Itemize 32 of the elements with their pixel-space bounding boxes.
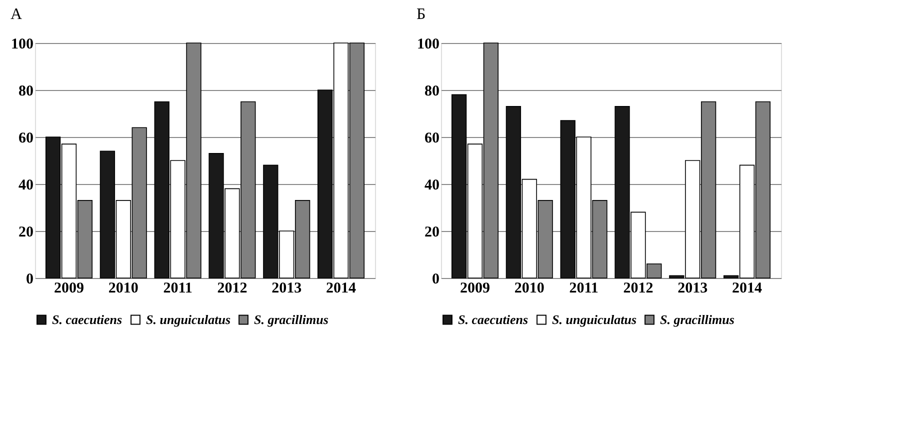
y-tick-label: 60 (18, 130, 34, 146)
y-tick-label: 100 (11, 36, 34, 52)
x-tick-label: 2012 (623, 280, 654, 296)
y-tick-label: 20 (18, 224, 34, 240)
chart-title: А (10, 6, 22, 23)
y-tick-label: 20 (424, 224, 440, 240)
y-tick-label: 60 (424, 130, 440, 146)
chart-title: Б (416, 6, 426, 23)
y-tick-label: 40 (424, 178, 440, 194)
legend-label: S. gracillimus (254, 312, 328, 327)
y-tick-label: 100 (417, 36, 440, 52)
x-tick-label: 2011 (569, 280, 598, 296)
x-tick-label: 2010 (514, 280, 544, 296)
legend-label: S. unguiculatus (552, 312, 637, 327)
y-tick-label: 80 (424, 84, 440, 100)
legend-label: S. gracillimus (660, 312, 734, 327)
x-tick-label: 2013 (272, 280, 302, 296)
legend-label: S. caecutiens (52, 312, 122, 327)
x-tick-label: 2010 (108, 280, 138, 296)
x-tick-label: 2014 (326, 280, 356, 296)
y-tick-label: 40 (18, 178, 34, 194)
x-tick-label: 2011 (163, 280, 192, 296)
y-tick-label: 0 (26, 272, 34, 288)
x-tick-label: 2009 (54, 280, 84, 296)
y-tick-label: 0 (432, 272, 440, 288)
y-tick-label: 80 (18, 84, 34, 100)
x-tick-label: 2012 (217, 280, 248, 296)
legend-label: S. unguiculatus (146, 312, 231, 327)
x-tick-label: 2009 (460, 280, 490, 296)
x-tick-label: 2013 (678, 280, 708, 296)
x-tick-label: 2014 (732, 280, 762, 296)
legend-label: S. caecutiens (458, 312, 528, 327)
